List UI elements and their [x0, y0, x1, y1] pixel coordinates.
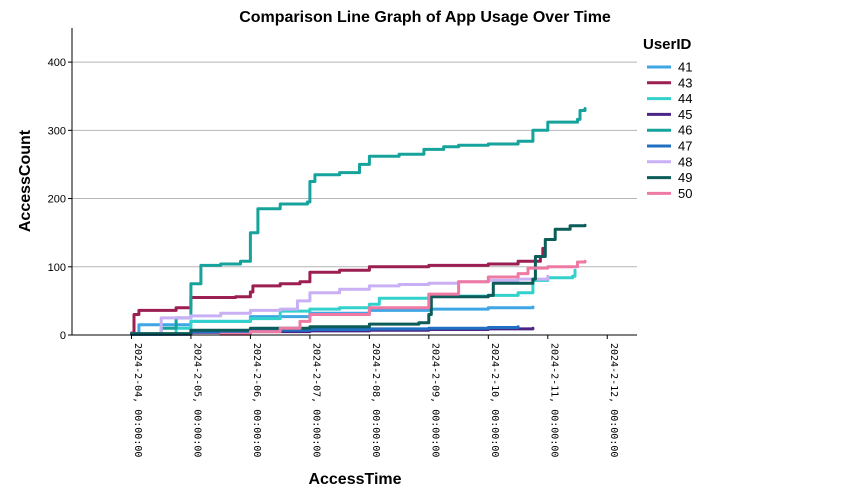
y-tick-label: 100 — [48, 262, 66, 274]
y-tick-label: 300 — [48, 125, 66, 137]
legend-label-45: 45 — [678, 107, 692, 122]
legend-label-50: 50 — [678, 186, 692, 201]
x-tick-label: 2024-2-06, 00:00:00 — [251, 343, 262, 457]
series-line-49 — [130, 223, 587, 336]
legend-label-47: 47 — [678, 139, 692, 154]
gridlines — [72, 61, 637, 268]
legend-label-41: 41 — [678, 60, 692, 75]
series-line-50 — [219, 259, 587, 336]
legend-label-43: 43 — [678, 75, 692, 90]
y-axis-ticks: 0 100 200 300 400 — [48, 57, 72, 342]
x-tick-label: 2024-2-05, 00:00:00 — [191, 343, 202, 457]
x-tick-label: 2024-2-09, 00:00:00 — [429, 343, 440, 457]
x-axis-ticks: 2024-2-04, 00:00:00 2024-2-05, 00:00:00 20… — [130, 335, 619, 457]
x-tick-label: 2024-2-07, 00:00:00 — [310, 343, 321, 457]
y-tick-label: 200 — [48, 194, 66, 206]
legend-label-49: 49 — [678, 170, 692, 185]
x-tick-label: 2024-2-11, 00:00:00 — [548, 343, 559, 457]
series-line-43 — [130, 246, 545, 335]
x-tick-label: 2024-2-10, 00:00:00 — [489, 343, 500, 457]
legend-label-48: 48 — [678, 154, 692, 169]
x-tick-label: 2024-2-08, 00:00:00 — [370, 343, 381, 457]
x-axis-title: AccessTime — [308, 471, 401, 488]
x-tick-label: 2024-2-12, 00:00:00 — [608, 343, 619, 457]
axes — [71, 28, 637, 336]
y-tick-label: 400 — [48, 57, 66, 69]
x-tick-label: 2024-2-04, 00:00:00 — [132, 343, 143, 457]
y-tick-label: 0 — [60, 330, 66, 342]
series-lines — [130, 107, 587, 336]
chart-title: Comparison Line Graph of App Usage Over … — [239, 9, 611, 26]
legend-label-46: 46 — [678, 123, 692, 138]
y-axis-title: AccessCount — [17, 129, 34, 232]
legend-label-44: 44 — [678, 91, 692, 106]
legend-title: UserID — [643, 36, 692, 53]
series-line-46 — [130, 107, 587, 336]
